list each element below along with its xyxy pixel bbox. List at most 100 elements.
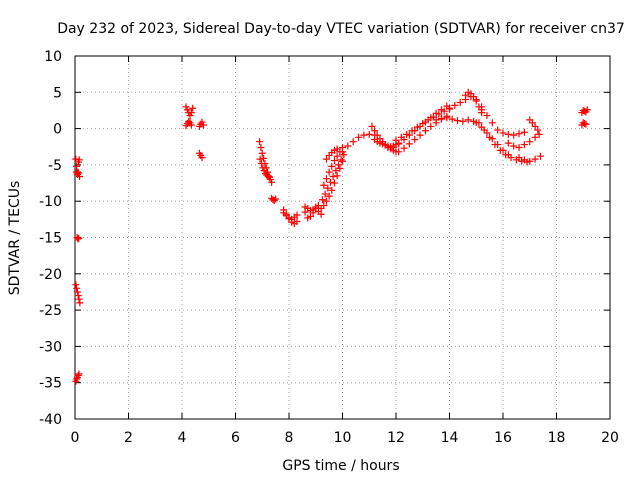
data-point [408,127,416,135]
data-point [339,148,346,156]
y-tick-label: -20 [39,267,62,283]
y-tick-label: 10 [44,49,62,65]
data-point [515,130,523,138]
x-tick-label: 10 [334,430,352,446]
y-tick-label: -10 [39,194,62,210]
data-point [373,131,381,139]
data-point [322,197,330,205]
series-sat-t [322,145,341,163]
series-sat-ah [515,152,544,165]
data-point [325,192,333,200]
data-point [328,186,336,194]
series-sat-d [72,281,84,307]
data-point [478,106,486,114]
data-point [583,106,591,114]
data-point [75,295,83,303]
data-point [421,127,429,135]
data-point [470,93,478,101]
y-tick-label: 5 [53,85,62,101]
data-point [526,157,534,165]
grid [75,56,610,419]
data-point [392,136,400,144]
axis-ticks [74,55,611,420]
data-point [531,122,539,130]
x-tick-label: 2 [124,430,133,446]
data-point [187,109,195,117]
series-sat-i [195,149,206,162]
data-point [535,130,543,138]
data-point [581,120,589,128]
series-sat-b [72,168,84,181]
data-points [72,88,591,385]
data-point [260,154,268,162]
data-point [74,169,82,177]
data-point [454,117,462,125]
data-point [504,139,512,147]
data-point [333,145,341,153]
data-point [333,172,341,180]
data-point [534,126,542,134]
data-point [75,234,83,242]
data-point [405,140,413,148]
data-point [187,121,195,129]
data-point [76,299,84,307]
data-point [435,110,443,118]
data-point [395,140,403,148]
data-point [526,138,534,146]
data-point [488,119,496,127]
y-tick-labels: -40 -35 -30 -25 -20 -15 -10 -5 0 5 10 [39,49,62,428]
data-point [448,115,456,123]
data-point [318,196,326,204]
series-sat-q [317,157,346,212]
data-point [73,234,81,241]
data-point [504,130,512,138]
data-point [515,154,523,162]
data-point [332,167,340,175]
y-tick-label: -30 [39,339,62,355]
data-point [73,284,81,292]
data-point [265,173,273,181]
series-sat-u [339,130,379,156]
y-tick-label: -35 [39,376,62,392]
data-point [309,209,317,217]
series-sat-af [472,119,512,159]
series-sat-aa [432,114,478,125]
data-point [446,104,453,112]
series-sat-g [182,117,195,130]
data-point [185,117,193,125]
x-tick-label: 20 [601,430,619,446]
data-point [365,130,373,138]
series-sat-k [256,155,273,181]
data-point [483,129,491,137]
data-point [456,98,464,106]
data-point [198,154,206,162]
data-point [257,143,265,151]
data-point [330,157,338,165]
x-tick-label: 12 [387,430,405,446]
series-sat-ai [526,116,543,138]
data-point [494,141,502,149]
data-point [322,175,330,183]
data-point [257,159,265,167]
data-point [328,162,336,170]
data-point [443,114,451,122]
data-point [582,120,590,128]
y-tick-label: -25 [39,303,62,319]
data-point [73,375,81,383]
data-point [268,178,276,186]
data-point [74,292,82,300]
data-point [520,141,528,149]
data-point [451,101,459,109]
y-tick-label: -5 [48,158,62,174]
x-tick-label: 4 [178,430,187,446]
data-point [531,155,539,163]
data-point [330,179,338,187]
data-point [488,135,496,143]
x-axis-label: GPS time / hours [282,458,399,474]
x-tick-label: 14 [441,430,459,446]
data-point [75,370,83,378]
data-point [397,133,405,141]
x-tick-labels: 0 2 4 6 8 10 12 14 16 18 20 [71,430,619,446]
chart-title: Day 232 of 2023, Sidereal Day-to-day VTE… [57,21,625,37]
